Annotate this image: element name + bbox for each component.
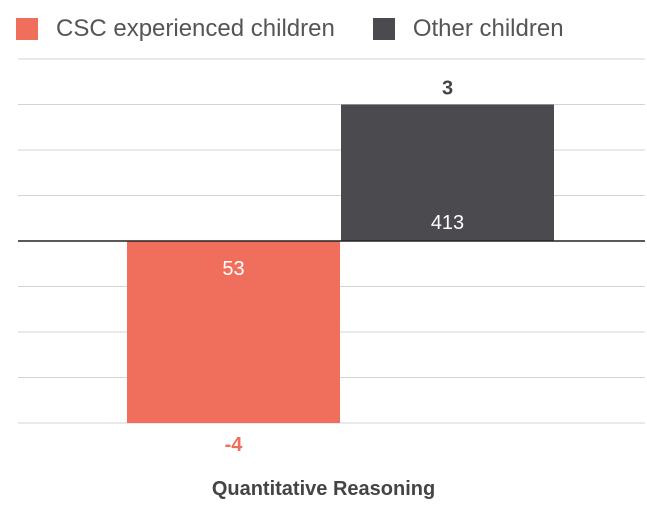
bar-0 [127,241,340,423]
legend: CSC experienced children Other children [16,12,602,46]
legend-swatch-csc [16,18,38,40]
bar-1 [341,104,554,241]
legend-item-other: Other children [372,15,564,43]
legend-label-other: Other children [412,15,564,42]
bar-chart: 53 -4 413 3 [18,58,645,456]
legend-item-csc: CSC experienced children [16,15,335,43]
legend-swatch-other [372,18,395,40]
bar-n-label-1: 413 [431,212,464,234]
bar-value-label-0: -4 [225,434,244,456]
bar-n-label-0: 53 [222,258,244,280]
legend-label-csc: CSC experienced children [56,15,335,42]
bar-value-label-1: 3 [442,78,453,100]
x-axis-label: Quantitative Reasoning [211,478,436,500]
